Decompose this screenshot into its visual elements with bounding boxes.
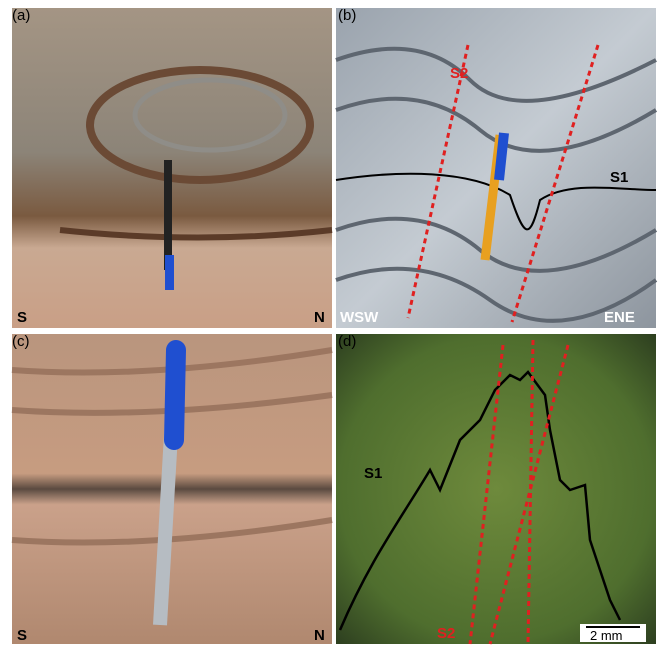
orientation: N bbox=[314, 627, 325, 644]
scale-box bbox=[580, 624, 646, 642]
panel-label: (d) bbox=[338, 333, 356, 350]
photo bbox=[336, 334, 656, 644]
panel-label: (a) bbox=[12, 7, 30, 24]
annotation: S1 bbox=[364, 465, 382, 482]
s2-trace bbox=[406, 44, 600, 323]
orientation: WSW bbox=[340, 309, 379, 326]
layer bbox=[59, 227, 333, 241]
panel-label: (c) bbox=[12, 333, 30, 350]
panel-b: (b) S2 S1 WSW ENE bbox=[335, 7, 658, 328]
orientation: S bbox=[17, 309, 27, 326]
fold bbox=[86, 66, 314, 184]
annotation: S1 bbox=[610, 169, 628, 186]
panel-a: (a) S N bbox=[12, 7, 333, 328]
orientation: ENE bbox=[604, 309, 635, 326]
fold bbox=[132, 77, 288, 153]
pen-cap bbox=[164, 340, 186, 450]
scale-label: 2 mm bbox=[590, 628, 623, 643]
pen-cap bbox=[494, 132, 509, 181]
panel-c: (c) S N bbox=[11, 333, 333, 644]
orientation: S bbox=[17, 627, 27, 644]
pen bbox=[164, 160, 172, 270]
annotation: S2 bbox=[450, 65, 468, 82]
s2-trace bbox=[468, 339, 570, 645]
panel-d: (d) S1 S2 2 mm bbox=[336, 333, 656, 645]
layering bbox=[335, 46, 658, 323]
s1-trace bbox=[338, 370, 622, 631]
s1-trace bbox=[335, 172, 657, 231]
orientation: N bbox=[314, 309, 325, 326]
annotation: S2 bbox=[437, 625, 455, 642]
pen-cap bbox=[165, 255, 174, 290]
panel-label: (b) bbox=[338, 7, 356, 24]
